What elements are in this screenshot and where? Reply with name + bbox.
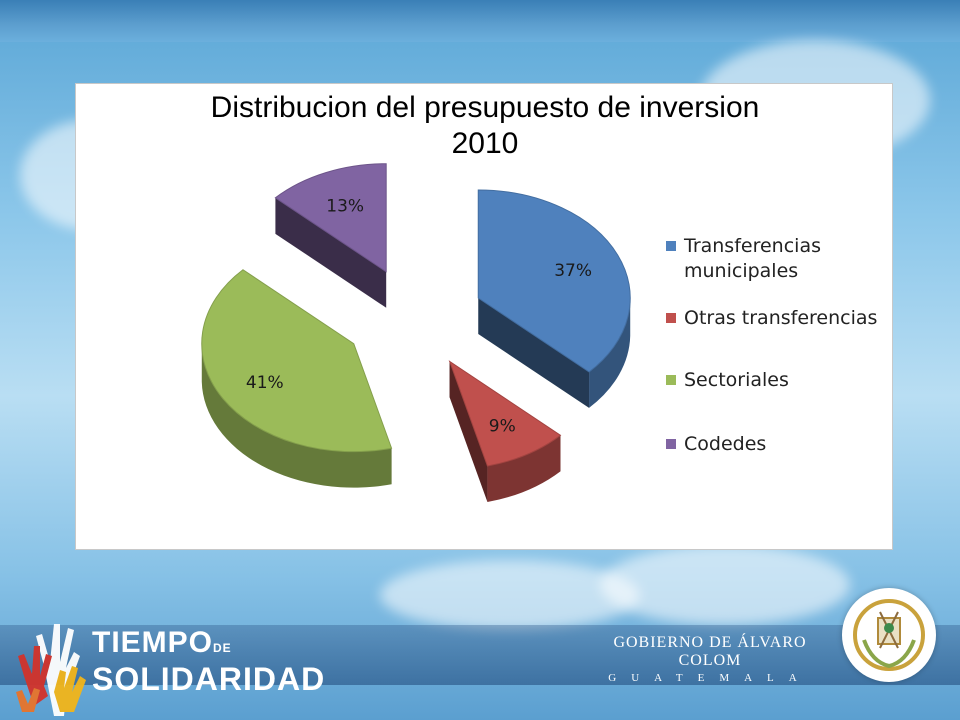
pie-slice-wall (487, 435, 561, 502)
top-banner (0, 0, 960, 42)
pie-slice-side (478, 297, 631, 408)
pie-slice-wall (589, 299, 631, 408)
government-label: GOBIERNO DE ÁLVARO COLOM GUATEMALA (580, 634, 840, 684)
chart-title: Distribucion del presupuesto de inversio… (76, 90, 894, 162)
chart-title-line2: 2010 (451, 127, 519, 160)
background-cloud (600, 545, 850, 625)
pie-top-layer (201, 163, 631, 467)
hands-logo-icon (16, 624, 86, 716)
legend-swatch (666, 241, 676, 251)
pie-slice-sectoriales (201, 269, 393, 453)
legend-label: Otras transferencias (684, 307, 878, 329)
legend-item: Transferencias municipales (666, 234, 884, 284)
legend-label: Transferencias municipales (684, 235, 821, 282)
pie-slice-otras-transferencias (448, 360, 562, 467)
government-name: GOBIERNO DE ÁLVARO COLOM (613, 634, 807, 669)
pie-data-label: 41% (246, 373, 284, 393)
pie-data-label: 37% (554, 261, 592, 281)
coat-of-arms-icon (842, 588, 936, 682)
pie-slice-transferencias-municipales (477, 189, 631, 373)
pie-data-label: 13% (326, 196, 364, 216)
brand-line1: TIEMPO (92, 626, 214, 659)
legend-item: Otras transferencias (666, 306, 884, 331)
background-cloud (380, 560, 640, 630)
chart-title-line1: Distribucion del presupuesto de inversio… (210, 91, 760, 124)
legend-item: Codedes (666, 432, 884, 457)
pie-label-layer: 37% 9% 41% 13% (246, 196, 592, 436)
pie-slice-face (449, 361, 488, 502)
legend-swatch (666, 313, 676, 323)
pie-data-label: 9% (489, 417, 516, 437)
legend-item: Sectoriales (666, 368, 884, 393)
legend-label: Codedes (684, 433, 767, 455)
legend-swatch (666, 439, 676, 449)
pie-chart: 37% 9% 41% 13% (201, 163, 631, 502)
pie-slice-codedes (274, 163, 387, 273)
legend-swatch (666, 375, 676, 385)
brand-tiempo-de-solidaridad: TIEMPODE SOLIDARIDAD (92, 626, 332, 697)
government-country: GUATEMALA (608, 672, 812, 684)
pie-slice-face (478, 297, 590, 408)
brand-line2: SOLIDARIDAD (92, 661, 326, 697)
pie-slice-side (275, 197, 387, 308)
footer-band (0, 625, 960, 685)
legend-label: Sectoriales (684, 369, 789, 391)
chart-container: Distribucion del presupuesto de inversio… (75, 83, 893, 550)
brand-line1-suffix: DE (213, 641, 232, 655)
pie-slice-wall (201, 345, 392, 488)
pie-slice-face (275, 197, 387, 308)
